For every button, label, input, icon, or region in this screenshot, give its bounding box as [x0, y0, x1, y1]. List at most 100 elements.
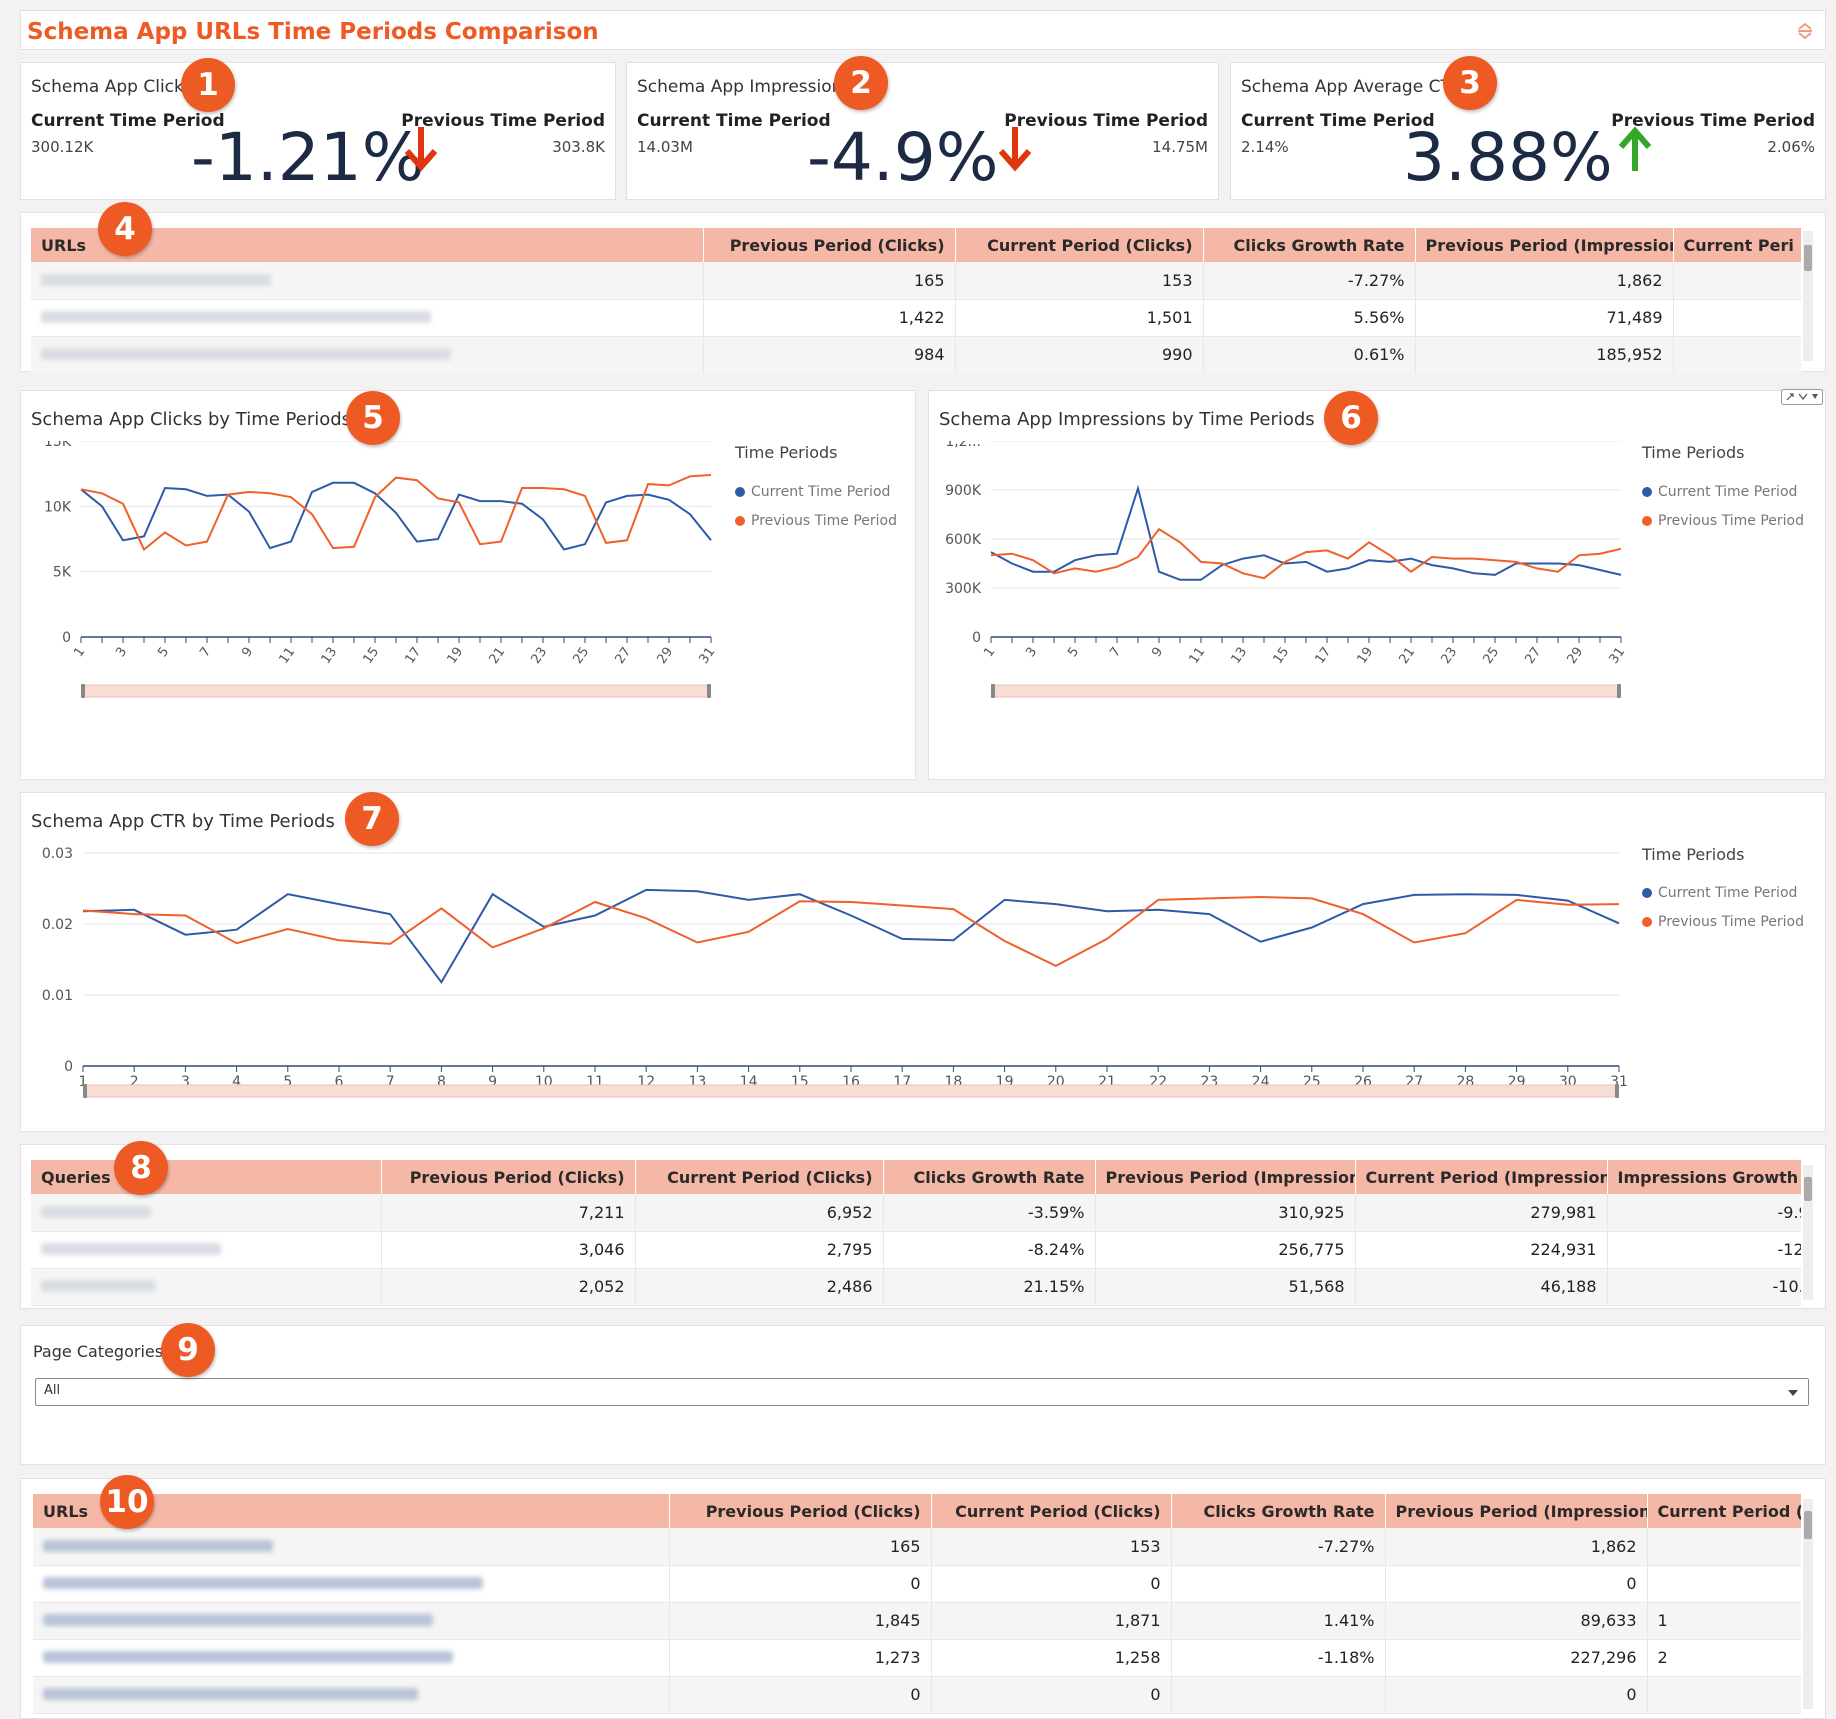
column-header-curr-clicks[interactable]: Current Period (Clicks) — [955, 228, 1204, 262]
chart-options-icon[interactable] — [1781, 389, 1823, 405]
column-header-curr-impressions[interactable]: Current Period (Ir — [1647, 1494, 1801, 1528]
table-cell: 227,296 — [1385, 1639, 1648, 1677]
arrow-down-icon — [404, 127, 438, 172]
x-tick-label: 11 — [276, 645, 298, 667]
x-tick-label: 21 — [1396, 645, 1418, 667]
table-row[interactable]: 1,845 1,871 1.41% 89,633 1 — [33, 1602, 1801, 1640]
urls-table2-scroll[interactable]: URLs Previous Period (Clicks) Current Pe… — [33, 1494, 1801, 1719]
column-header-prev-impressions[interactable]: Previous Period (Impressions) — [1095, 1160, 1356, 1194]
column-header-clicks-growth[interactable]: Clicks Growth Rate — [883, 1160, 1096, 1194]
table-cell: 256,775 — [1095, 1231, 1356, 1269]
column-header-prev-impressions[interactable]: Previous Period (Impressions) — [1385, 1494, 1648, 1528]
column-header-clicks-growth[interactable]: Clicks Growth Rate — [1203, 228, 1416, 262]
url-cell[interactable] — [31, 299, 704, 337]
legend-item-current[interactable]: Current Time Period — [735, 484, 890, 500]
legend-label: Current Time Period — [751, 484, 891, 500]
kpi-current-label: Current Time Period — [637, 111, 831, 131]
kpi-card-impressions: Schema App Impressions Current Time Peri… — [626, 62, 1219, 200]
y-tick-label: 900K — [945, 483, 982, 499]
vertical-scrollbar[interactable] — [1803, 231, 1813, 361]
range-slider-handle-left — [991, 684, 995, 698]
column-header-curr-clicks[interactable]: Current Period (Clicks) — [635, 1160, 884, 1194]
page-categories-dropdown[interactable]: All — [35, 1378, 1809, 1406]
column-header-clicks-growth[interactable]: Clicks Growth Rate — [1171, 1494, 1386, 1528]
legend-dot-icon — [1642, 888, 1652, 898]
legend-item-current[interactable]: Current Time Period — [1642, 885, 1797, 901]
table-row[interactable]: 165 153 -7.27% 1,862 — [33, 1528, 1801, 1566]
x-tick-label: 27 — [612, 645, 634, 667]
column-header-queries[interactable]: Queries — [31, 1160, 382, 1194]
table-row[interactable]: 165 153 -7.27% 1,862 — [31, 262, 1801, 300]
table-cell: 1,862 — [1415, 262, 1674, 300]
table-row[interactable]: 7,211 6,952 -3.59% 310,925 279,981 -9.9 — [31, 1194, 1801, 1232]
legend-item-previous[interactable]: Previous Time Period — [735, 513, 897, 529]
table-cell — [1647, 1676, 1801, 1714]
kpi-current-value: 14.03M — [637, 138, 693, 156]
legend-dot-icon — [1642, 917, 1652, 927]
table-row[interactable]: 2,052 2,486 21.15% 51,568 46,188 -10.4 — [31, 1268, 1801, 1306]
table-cell — [1673, 299, 1801, 337]
url-link[interactable] — [33, 1639, 670, 1677]
urls-table: URLs Previous Period (Clicks) Current Pe… — [31, 228, 1801, 373]
table-cell: 2,795 — [635, 1231, 884, 1269]
vertical-scrollbar[interactable] — [1803, 1165, 1813, 1300]
column-header-curr-impressions[interactable]: Current Peri — [1673, 228, 1801, 262]
column-header-impressions-growth[interactable]: Impressions Growth R — [1607, 1160, 1801, 1194]
x-tick-label: 15 — [1270, 645, 1292, 667]
table-row[interactable]: 984 990 0.61% 185,952 — [31, 336, 1801, 373]
url-cell[interactable] — [31, 336, 704, 373]
table-cell: 1.41% — [1171, 1602, 1386, 1640]
url-cell[interactable] — [31, 262, 704, 300]
x-tick-label: 5 — [155, 645, 172, 660]
table-cell: -8.24% — [883, 1231, 1096, 1269]
range-slider-handle-left — [81, 684, 85, 698]
column-header-curr-impressions[interactable]: Current Period (Impressions) — [1355, 1160, 1608, 1194]
legend-item-previous[interactable]: Previous Time Period — [1642, 513, 1804, 529]
table-cell: 3,046 — [381, 1231, 636, 1269]
column-header-curr-clicks[interactable]: Current Period (Clicks) — [931, 1494, 1172, 1528]
x-tick-label: 27 — [1522, 645, 1544, 667]
table-cell: 279,981 — [1355, 1194, 1608, 1232]
urls-table2: URLs Previous Period (Clicks) Current Pe… — [33, 1494, 1801, 1714]
column-header-prev-clicks[interactable]: Previous Period (Clicks) — [703, 228, 956, 262]
table-cell: 1,501 — [955, 299, 1204, 337]
column-header-prev-clicks[interactable]: Previous Period (Clicks) — [669, 1494, 932, 1528]
query-cell[interactable] — [31, 1268, 382, 1306]
vertical-scrollbar[interactable] — [1803, 1499, 1813, 1709]
series-line-previous — [80, 474, 712, 552]
collapse-icon[interactable] — [1795, 21, 1815, 41]
table-cell: 0 — [931, 1676, 1172, 1714]
table-row[interactable]: 3,046 2,795 -8.24% 256,775 224,931 -12 — [31, 1231, 1801, 1269]
x-tick-label: 31 — [696, 645, 718, 667]
legend-label: Previous Time Period — [1658, 513, 1804, 529]
query-cell[interactable] — [31, 1231, 382, 1269]
column-header-prev-impressions[interactable]: Previous Period (Impressions) — [1415, 228, 1674, 262]
table-cell — [1647, 1528, 1801, 1566]
x-tick-label: 1 — [981, 645, 998, 660]
url-link[interactable] — [33, 1565, 670, 1603]
table-row[interactable]: 1,273 1,258 -1.18% 227,296 2 — [33, 1639, 1801, 1677]
arrow-up-icon — [1618, 126, 1652, 171]
legend-item-previous[interactable]: Previous Time Period — [1642, 914, 1804, 930]
legend-item-current[interactable]: Current Time Period — [1642, 484, 1797, 500]
x-tick-label: 23 — [1438, 645, 1460, 667]
x-tick-label: 1 — [71, 645, 88, 660]
query-cell[interactable] — [31, 1194, 382, 1232]
table-row[interactable]: 0 0 0 — [33, 1676, 1801, 1714]
y-tick-label: 300K — [945, 581, 982, 597]
url-link[interactable] — [33, 1676, 670, 1714]
table-cell: -10.4 — [1607, 1268, 1801, 1306]
table-cell: 0 — [1385, 1676, 1648, 1714]
url-link[interactable] — [33, 1528, 670, 1566]
table-row[interactable]: 0 0 0 — [33, 1565, 1801, 1603]
table-cell: 0 — [931, 1565, 1172, 1603]
table-row[interactable]: 1,422 1,501 5.56% 71,489 — [31, 299, 1801, 337]
urls-table-scroll[interactable]: URLs Previous Period (Clicks) Current Pe… — [31, 228, 1801, 373]
queries-table-scroll[interactable]: Queries Previous Period (Clicks) Current… — [31, 1160, 1801, 1310]
table-cell: 2,486 — [635, 1268, 884, 1306]
series-line-current — [80, 481, 712, 551]
column-header-prev-clicks[interactable]: Previous Period (Clicks) — [381, 1160, 636, 1194]
url-link[interactable] — [33, 1602, 670, 1640]
range-slider-handle-right — [707, 684, 711, 698]
